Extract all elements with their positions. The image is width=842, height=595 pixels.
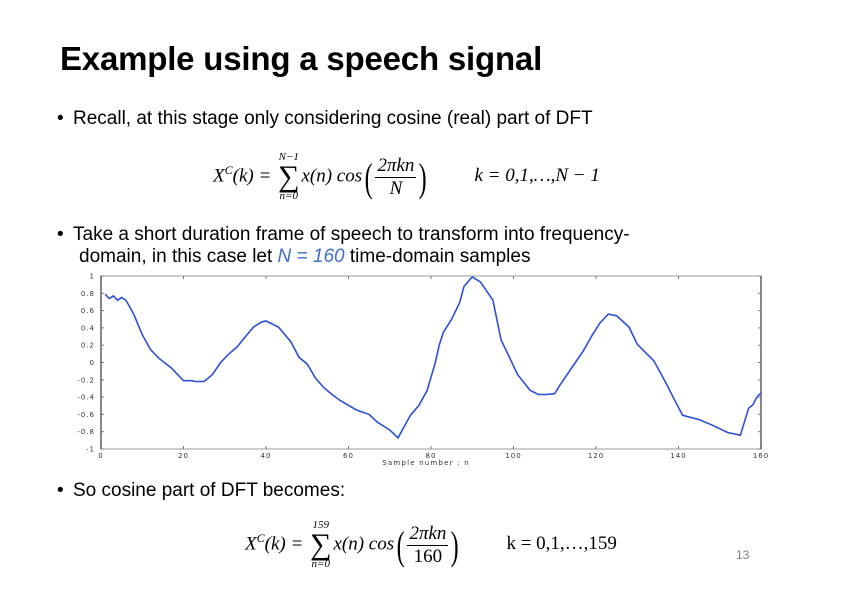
y-tick-label: 0.6 xyxy=(81,307,95,315)
x-tick-label: 120 xyxy=(588,452,604,460)
x-tick-label: 140 xyxy=(670,452,686,460)
x-tick-label: 20 xyxy=(178,452,189,460)
x-tick-label: 80 xyxy=(426,452,437,460)
y-tick-label: -0.4 xyxy=(77,394,95,402)
slide-title: Example using a speech signal xyxy=(60,40,543,77)
x-axis-label: Sample number : n xyxy=(382,459,469,467)
y-tick-label: 0.2 xyxy=(81,342,95,350)
bullet-so-cosine: • So cosine part of DFT becomes: xyxy=(57,480,346,501)
summation-symbol: 159 ∑ n=0 xyxy=(310,519,332,570)
y-tick-label: 0.4 xyxy=(81,324,95,332)
bullet-frame: • Take a short duration frame of speech t… xyxy=(57,224,630,267)
y-tick-label: -1 xyxy=(86,446,95,454)
x-tick-label: 100 xyxy=(505,452,521,460)
y-tick-label: 0 xyxy=(90,359,95,367)
x-tick-label: 60 xyxy=(343,452,354,460)
y-tick-label: 1 xyxy=(90,273,95,281)
y-tick-label: -0.6 xyxy=(77,411,95,419)
bullet-dot-icon: • xyxy=(57,480,64,501)
chart-axes: 0 20 40 60 80 100 120 140 160 1 0.8 0.6 0.4 0.2 0 -0.2 -… xyxy=(77,273,769,468)
y-tick-label: -0.2 xyxy=(77,376,95,384)
bullet-dot-icon: • xyxy=(57,224,64,245)
equation-dft-160: XC(k) = 159 ∑ n=0 x(n) cos(2πkn 160) k = 0,1… xyxy=(245,519,617,570)
bullet-dot-icon: • xyxy=(57,108,64,129)
x-tick-label: 160 xyxy=(753,452,769,460)
y-tick-label: -0.8 xyxy=(77,428,95,436)
x-tick-label: 0 xyxy=(98,452,103,460)
bullet-recall: • Recall, at this stage only considering … xyxy=(57,108,593,129)
x-tick-label: 40 xyxy=(261,452,272,460)
speech-waveform-line xyxy=(104,275,762,440)
summation-symbol: N−1 ∑ n=0 xyxy=(278,151,300,202)
page-number: 13 xyxy=(736,548,750,562)
n-value-highlight: N = 160 xyxy=(277,246,345,267)
equation-general-dft: XC(k) = N−1 ∑ n=0 x(n) cos(2πkn N) k = 0,1,…… xyxy=(213,151,600,202)
y-tick-label: 0.8 xyxy=(81,290,95,298)
plot-frame xyxy=(100,275,762,450)
